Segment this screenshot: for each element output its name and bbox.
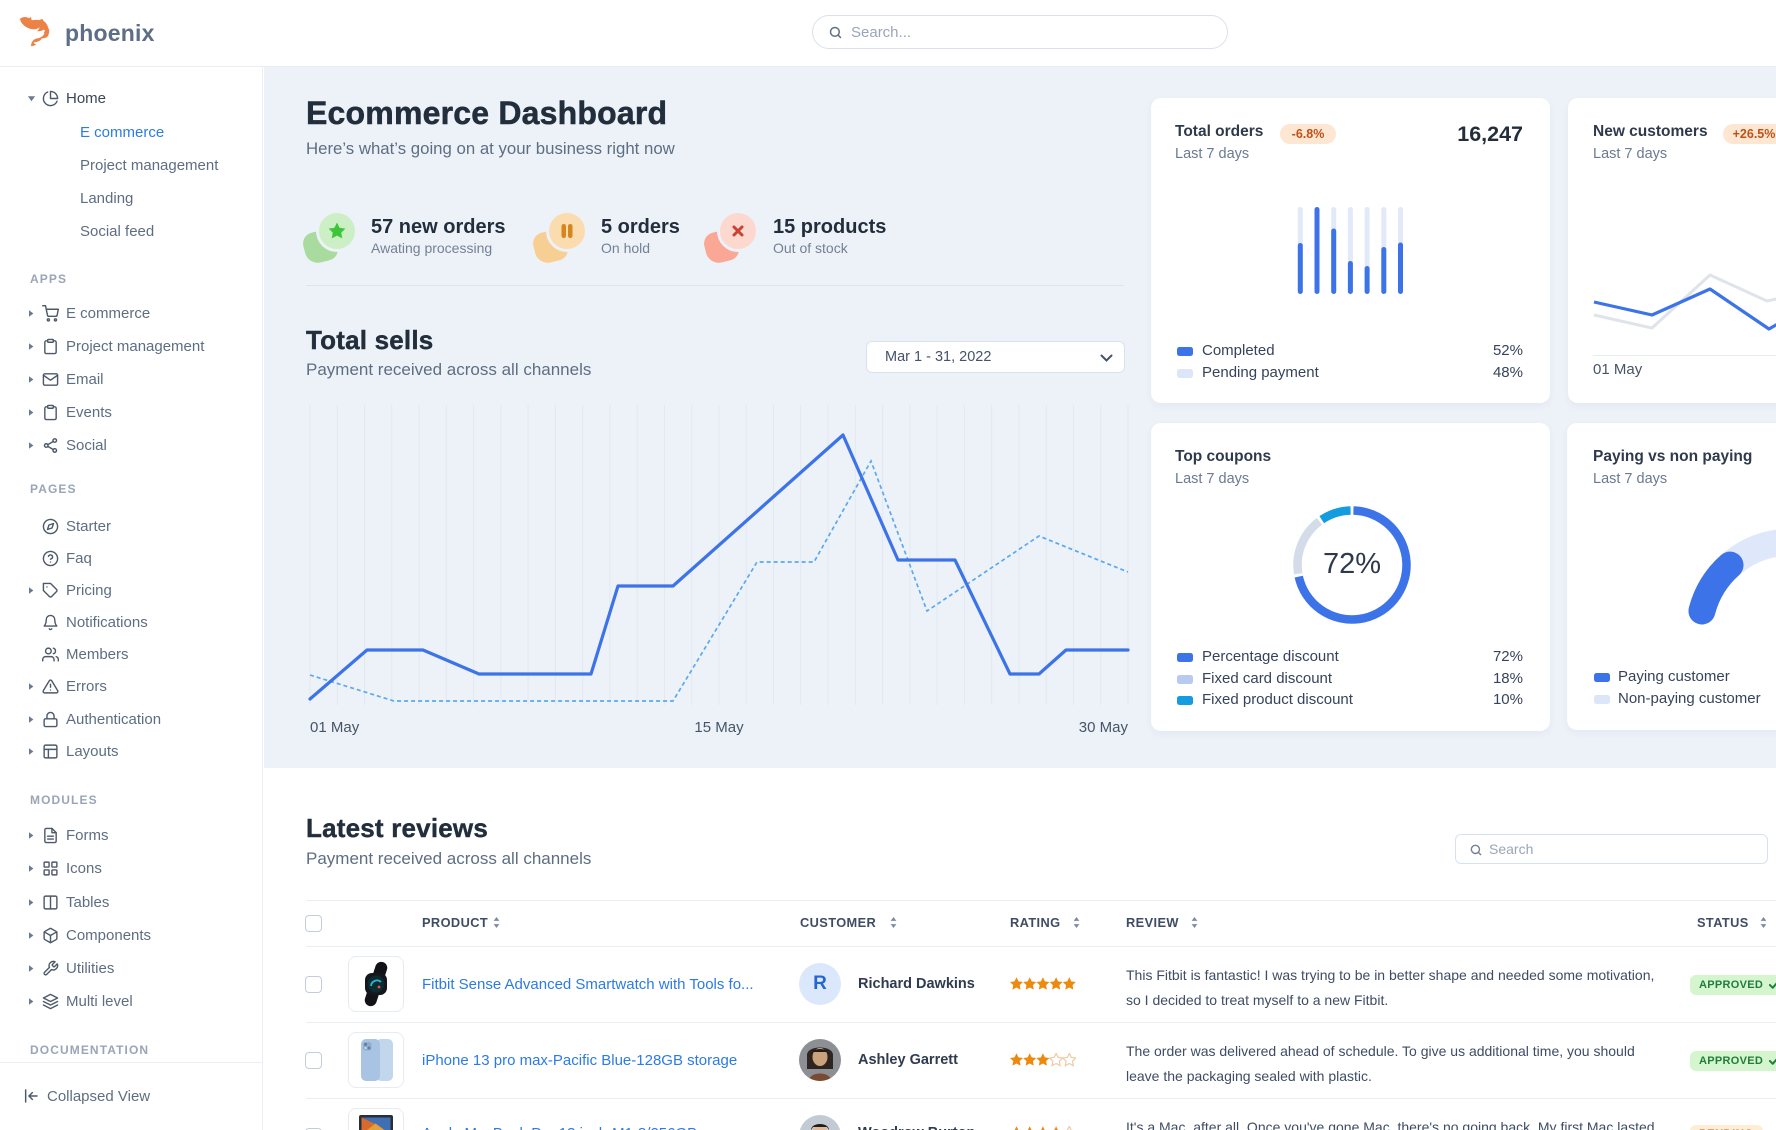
svg-text:01 May: 01 May <box>310 719 360 736</box>
svg-text:30 May: 30 May <box>1079 719 1129 736</box>
svg-text:15 May: 15 May <box>694 719 744 736</box>
